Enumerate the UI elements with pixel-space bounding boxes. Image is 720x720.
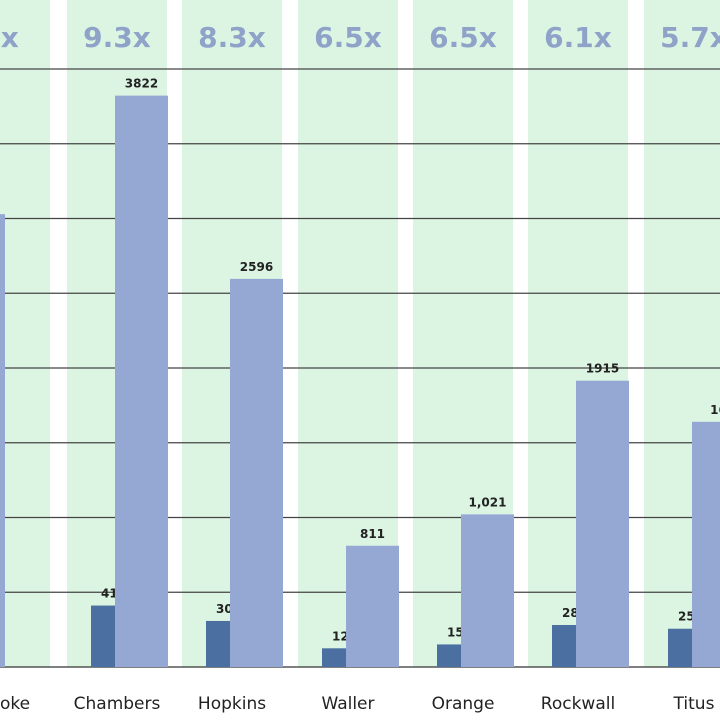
multiplier-label: 7x [0, 21, 19, 54]
x-tick-label: Hopkins [198, 694, 266, 714]
x-tick-label: Chambers [74, 694, 161, 714]
x-tick-label: Titus [673, 694, 715, 714]
column-band-0 [0, 0, 50, 667]
x-tick-label: oke [0, 694, 30, 714]
data-label: 2596 [240, 260, 273, 274]
x-tick-label: Waller [321, 694, 374, 714]
multiplier-label: 5.7x [660, 21, 720, 54]
wide-bar-orange [461, 514, 514, 667]
wide-bar-titus [692, 421, 720, 667]
data-label: 1,021 [469, 495, 507, 509]
data-label: 3822 [125, 77, 158, 91]
data-label: 16 [710, 403, 720, 417]
data-label: 1915 [586, 362, 619, 376]
multiplier-label: 6.5x [429, 21, 497, 54]
data-label: 811 [360, 527, 385, 541]
x-tick-label: Rockwall [541, 694, 615, 714]
multiplier-label: 6.1x [544, 21, 612, 54]
wide-bar-waller [346, 545, 399, 667]
multiplier-label: 6.5x [314, 21, 382, 54]
wide-bar-brooke [0, 214, 5, 668]
x-tick-label: Orange [432, 694, 495, 714]
multiplier-label: 9.3x [83, 21, 151, 54]
wide-bar-hopkins [230, 278, 283, 667]
wide-bar-rockwall [576, 380, 629, 667]
wide-bar-chambers [115, 95, 168, 667]
multiplier-label: 8.3x [198, 21, 266, 54]
